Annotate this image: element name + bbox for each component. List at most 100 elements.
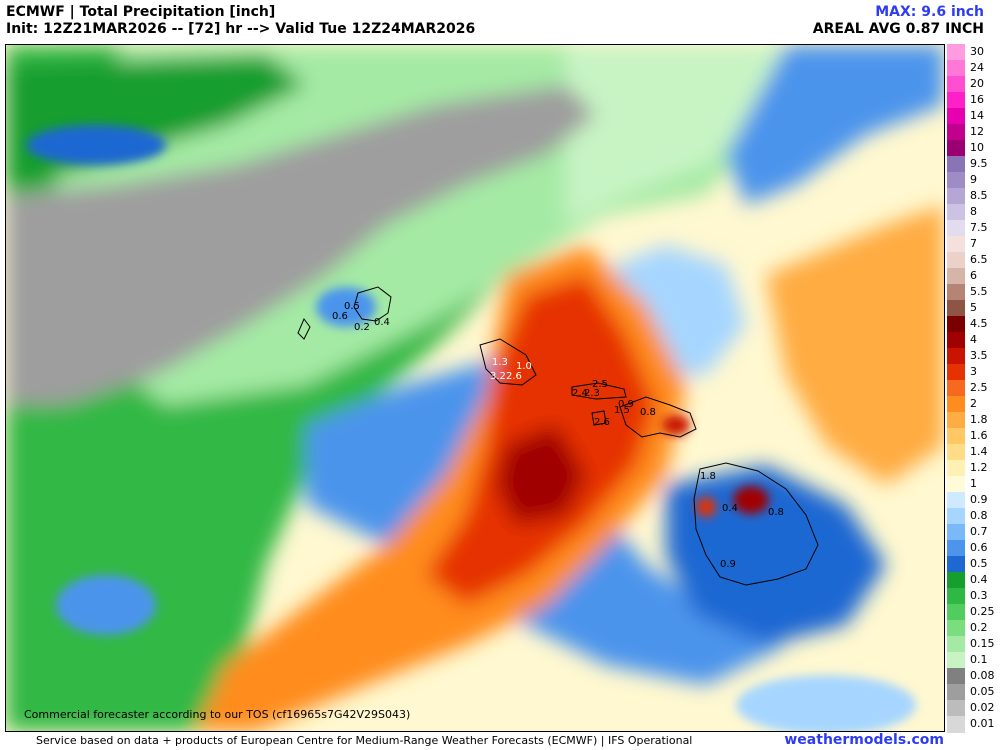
value-label: 1.0 [516,361,532,372]
legend-swatch [947,396,965,413]
darkred-core [496,425,586,525]
legend-label: 7 [970,237,977,250]
legend-swatch [947,268,965,285]
legend-swatch [947,540,965,557]
legend-swatch [947,620,965,637]
color-legend [947,44,965,733]
legend-label: 2 [970,397,977,410]
legend-label: 1.4 [970,445,988,458]
legend-swatch [947,716,965,733]
legend-label: 0.25 [970,605,995,618]
legend-swatch [947,572,965,589]
legend-swatch [947,476,965,493]
legend-label: 14 [970,109,984,122]
legend-label: 0.5 [970,557,988,570]
max-value: MAX: 9.6 inch [875,4,984,20]
legend-swatch [947,124,965,141]
value-label: 1.5 [614,405,630,416]
legend-label: 0.15 [970,637,995,650]
value-label: 0.9 [720,559,736,570]
legend-swatch [947,236,965,253]
legend-swatch [947,684,965,701]
legend-label: 1.6 [970,429,988,442]
legend-swatch [947,188,965,205]
legend-swatch [947,204,965,221]
precipitation-map[interactable]: 0.5 0.6 0.2 0.4 1.3 1.0 3.2 2.6 2.5 2.4 2.3 0.9 1.5 0… [5,44,945,732]
tos-notice: Commercial forecaster according to our T… [24,708,411,721]
legend-label: 6.5 [970,253,988,266]
legend-swatch [947,44,965,61]
value-label: 0.2 [354,322,370,333]
kauai-outline [353,286,392,322]
legend-label: 12 [970,125,984,138]
maui-outline [619,396,697,438]
map-title: ECMWF | Total Precipitation [inch] [6,4,276,20]
value-label: 2.3 [584,388,600,399]
blue-blob-sw [56,575,156,635]
value-label: 2.4 [572,388,588,399]
legend-label: 0.08 [970,669,995,682]
legend-swatch [947,668,965,685]
gray-band [6,85,596,405]
legend-swatch [947,460,965,477]
legend-swatch [947,60,965,77]
value-label: 0.8 [640,407,656,418]
legend-label: 1 [970,477,977,490]
legend-label: 0.3 [970,589,988,602]
value-label: 2.6 [594,417,610,428]
legend-label: 0.7 [970,525,988,538]
lanai-outline [591,410,607,426]
legend-swatch [947,220,965,237]
big-island-outline [693,462,819,586]
legend-swatch [947,412,965,429]
legend-swatch [947,588,965,605]
legend-label: 0.9 [970,493,988,506]
legend-label: 10 [970,141,984,154]
legend-swatch [947,332,965,349]
legend-swatch [947,92,965,109]
legend-label: 16 [970,93,984,106]
legend-swatch [947,524,965,541]
legend-label: 7.5 [970,221,988,234]
legend-label: 0.05 [970,685,995,698]
value-label: 3.2 [490,371,506,382]
legend-label: 0.4 [970,573,988,586]
molokai-outline [571,382,627,400]
legend-swatch [947,652,965,669]
legend-swatch [947,284,965,301]
brand-link[interactable]: weathermodels.com [784,732,944,748]
orange-field-east [766,205,944,485]
legend-swatch [947,140,965,157]
value-label: 0.8 [768,507,784,518]
blue-field-bigisland [666,465,886,645]
legend-swatch [947,252,965,269]
value-label: 2.5 [592,379,608,390]
legend-label: 4 [970,333,977,346]
legend-swatch [947,444,965,461]
legend-label: 9.5 [970,157,988,170]
legend-label: 2.5 [970,381,988,394]
legend-label: 24 [970,61,984,74]
legend-label: 0.02 [970,701,995,714]
legend-label: 8 [970,205,977,218]
legend-label: 0.01 [970,717,995,730]
legend-swatch [947,316,965,333]
red-blob-maui [662,415,690,435]
legend-label: 0.6 [970,541,988,554]
legend-swatch [947,428,965,445]
legend-label: 4.5 [970,317,988,330]
value-label: 0.6 [332,311,348,322]
lightblue-blob-se [736,675,916,731]
legend-swatch [947,556,965,573]
legend-label: 5.5 [970,285,988,298]
legend-swatch [947,604,965,621]
value-label: 2.6 [506,371,522,382]
oahu-outline [479,338,537,386]
blue-blob-nw [26,125,166,165]
legend-swatch [947,172,965,189]
legend-swatch [947,156,965,173]
legend-label: 0.8 [970,509,988,522]
areal-average: AREAL AVG 0.87 INCH [812,21,984,37]
legend-label: 30 [970,45,984,58]
blue-field-east [726,45,944,205]
